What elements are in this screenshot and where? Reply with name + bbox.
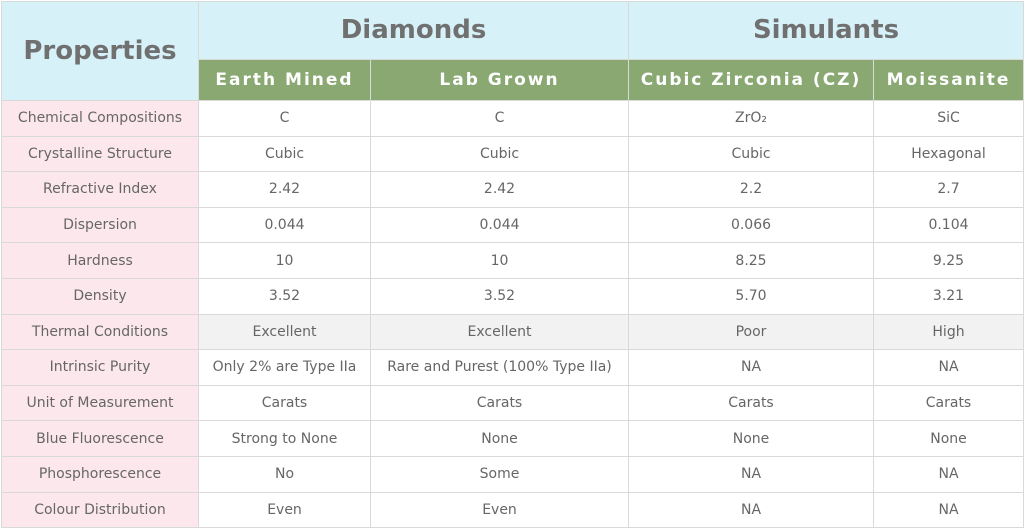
cell-value: 10 <box>370 242 629 279</box>
cell-value: Cubic <box>370 135 629 173</box>
cell-value: 3.52 <box>198 277 371 315</box>
data-row: Unit of Measurement Carats Carats Carats Car… <box>1 384 1024 422</box>
cell-value: ZrO₂ <box>628 100 874 137</box>
property-name: Thermal Conditions <box>1 313 199 351</box>
cell-value: 2.2 <box>628 171 874 208</box>
cell-value: High <box>873 313 1024 351</box>
cell-value: Cubic <box>628 135 874 173</box>
column-header: Moissanite <box>873 58 1024 102</box>
data-row: Chemical Compositions C C ZrO₂ SiC <box>1 100 1024 137</box>
cell-value: 2.42 <box>370 171 629 208</box>
data-row: Phosphorescence No Some NA NA <box>1 455 1024 493</box>
cell-value: NA <box>628 349 874 386</box>
cell-value: 0.044 <box>370 206 629 244</box>
cell-value: NA <box>873 491 1024 529</box>
column-header-row: Earth Mined Lab Grown Cubic Zirconia (CZ) M… <box>2 58 1024 102</box>
cell-value: Some <box>370 455 629 493</box>
cell-value: Only 2% are Type IIa <box>198 349 371 386</box>
property-name: Blue Fluorescence <box>1 420 199 457</box>
cell-value: None <box>873 420 1024 457</box>
cell-value: 5.70 <box>628 277 874 315</box>
cell-value: 2.7 <box>873 171 1024 208</box>
data-row: Hardness 10 10 8.25 9.25 <box>1 242 1024 279</box>
property-name: Chemical Compositions <box>1 100 199 137</box>
cell-value: Rare and Purest (100% Type IIa) <box>370 349 629 386</box>
corner-header: Properties <box>1 1 199 101</box>
cell-value: 0.044 <box>198 206 371 244</box>
property-name: Phosphorescence <box>1 455 199 493</box>
cell-value: Strong to None <box>198 420 371 457</box>
column-header: Lab Grown <box>370 58 629 102</box>
data-row: Crystalline Structure Cubic Cubic Cubic Hexa… <box>1 135 1024 173</box>
cell-value: Carats <box>370 384 629 422</box>
property-name: Intrinsic Purity <box>1 349 199 386</box>
property-name: Dispersion <box>1 206 199 244</box>
cell-value: Carats <box>628 384 874 422</box>
property-name: Hardness <box>1 242 199 279</box>
property-name: Crystalline Structure <box>1 135 199 173</box>
data-row: Thermal Conditions Excellent Excellent Poor… <box>1 313 1024 351</box>
data-row: Refractive Index 2.42 2.42 2.2 2.7 <box>1 171 1024 208</box>
data-row: Colour Distribution Even Even NA NA <box>1 491 1024 529</box>
cell-value: Poor <box>628 313 874 351</box>
property-name: Refractive Index <box>1 171 199 208</box>
cell-value: 3.52 <box>370 277 629 315</box>
cell-value: 10 <box>198 242 371 279</box>
cell-value: C <box>370 100 629 137</box>
cell-value: No <box>198 455 371 493</box>
cell-value: 3.21 <box>873 277 1024 315</box>
cell-value: C <box>198 100 371 137</box>
cell-value: None <box>628 420 874 457</box>
group-header-row: Properties Diamonds Simulants <box>1 1 1024 101</box>
cell-value: 2.42 <box>198 171 371 208</box>
group-header: Diamonds <box>198 1 629 60</box>
data-row: Dispersion 0.044 0.044 0.066 0.104 <box>1 206 1024 244</box>
cell-value: 9.25 <box>873 242 1024 279</box>
column-header: Cubic Zirconia (CZ) <box>628 58 874 102</box>
property-name: Density <box>1 277 199 315</box>
group-header: Simulants <box>628 1 1024 60</box>
data-row: Blue Fluorescence Strong to None None None N… <box>1 420 1024 457</box>
cell-value: NA <box>873 455 1024 493</box>
property-name: Unit of Measurement <box>1 384 199 422</box>
cell-value: SiC <box>873 100 1024 137</box>
cell-value: 0.104 <box>873 206 1024 244</box>
cell-value: Carats <box>873 384 1024 422</box>
data-row: Density 3.52 3.52 5.70 3.21 <box>1 277 1024 315</box>
column-header: Earth Mined <box>198 58 371 102</box>
cell-value: Cubic <box>198 135 371 173</box>
cell-value: NA <box>628 455 874 493</box>
cell-value: Excellent <box>370 313 629 351</box>
cell-value: Carats <box>198 384 371 422</box>
data-row: Intrinsic Purity Only 2% are Type IIa Rare… <box>1 349 1024 386</box>
cell-value: Hexagonal <box>873 135 1024 173</box>
cell-value: NA <box>873 349 1024 386</box>
cell-value: Excellent <box>198 313 371 351</box>
cell-value: NA <box>628 491 874 529</box>
cell-value: 0.066 <box>628 206 874 244</box>
cell-value: Even <box>370 491 629 529</box>
cell-value: None <box>370 420 629 457</box>
property-name: Colour Distribution <box>1 491 199 529</box>
cell-value: 8.25 <box>628 242 874 279</box>
cell-value: Even <box>198 491 371 529</box>
